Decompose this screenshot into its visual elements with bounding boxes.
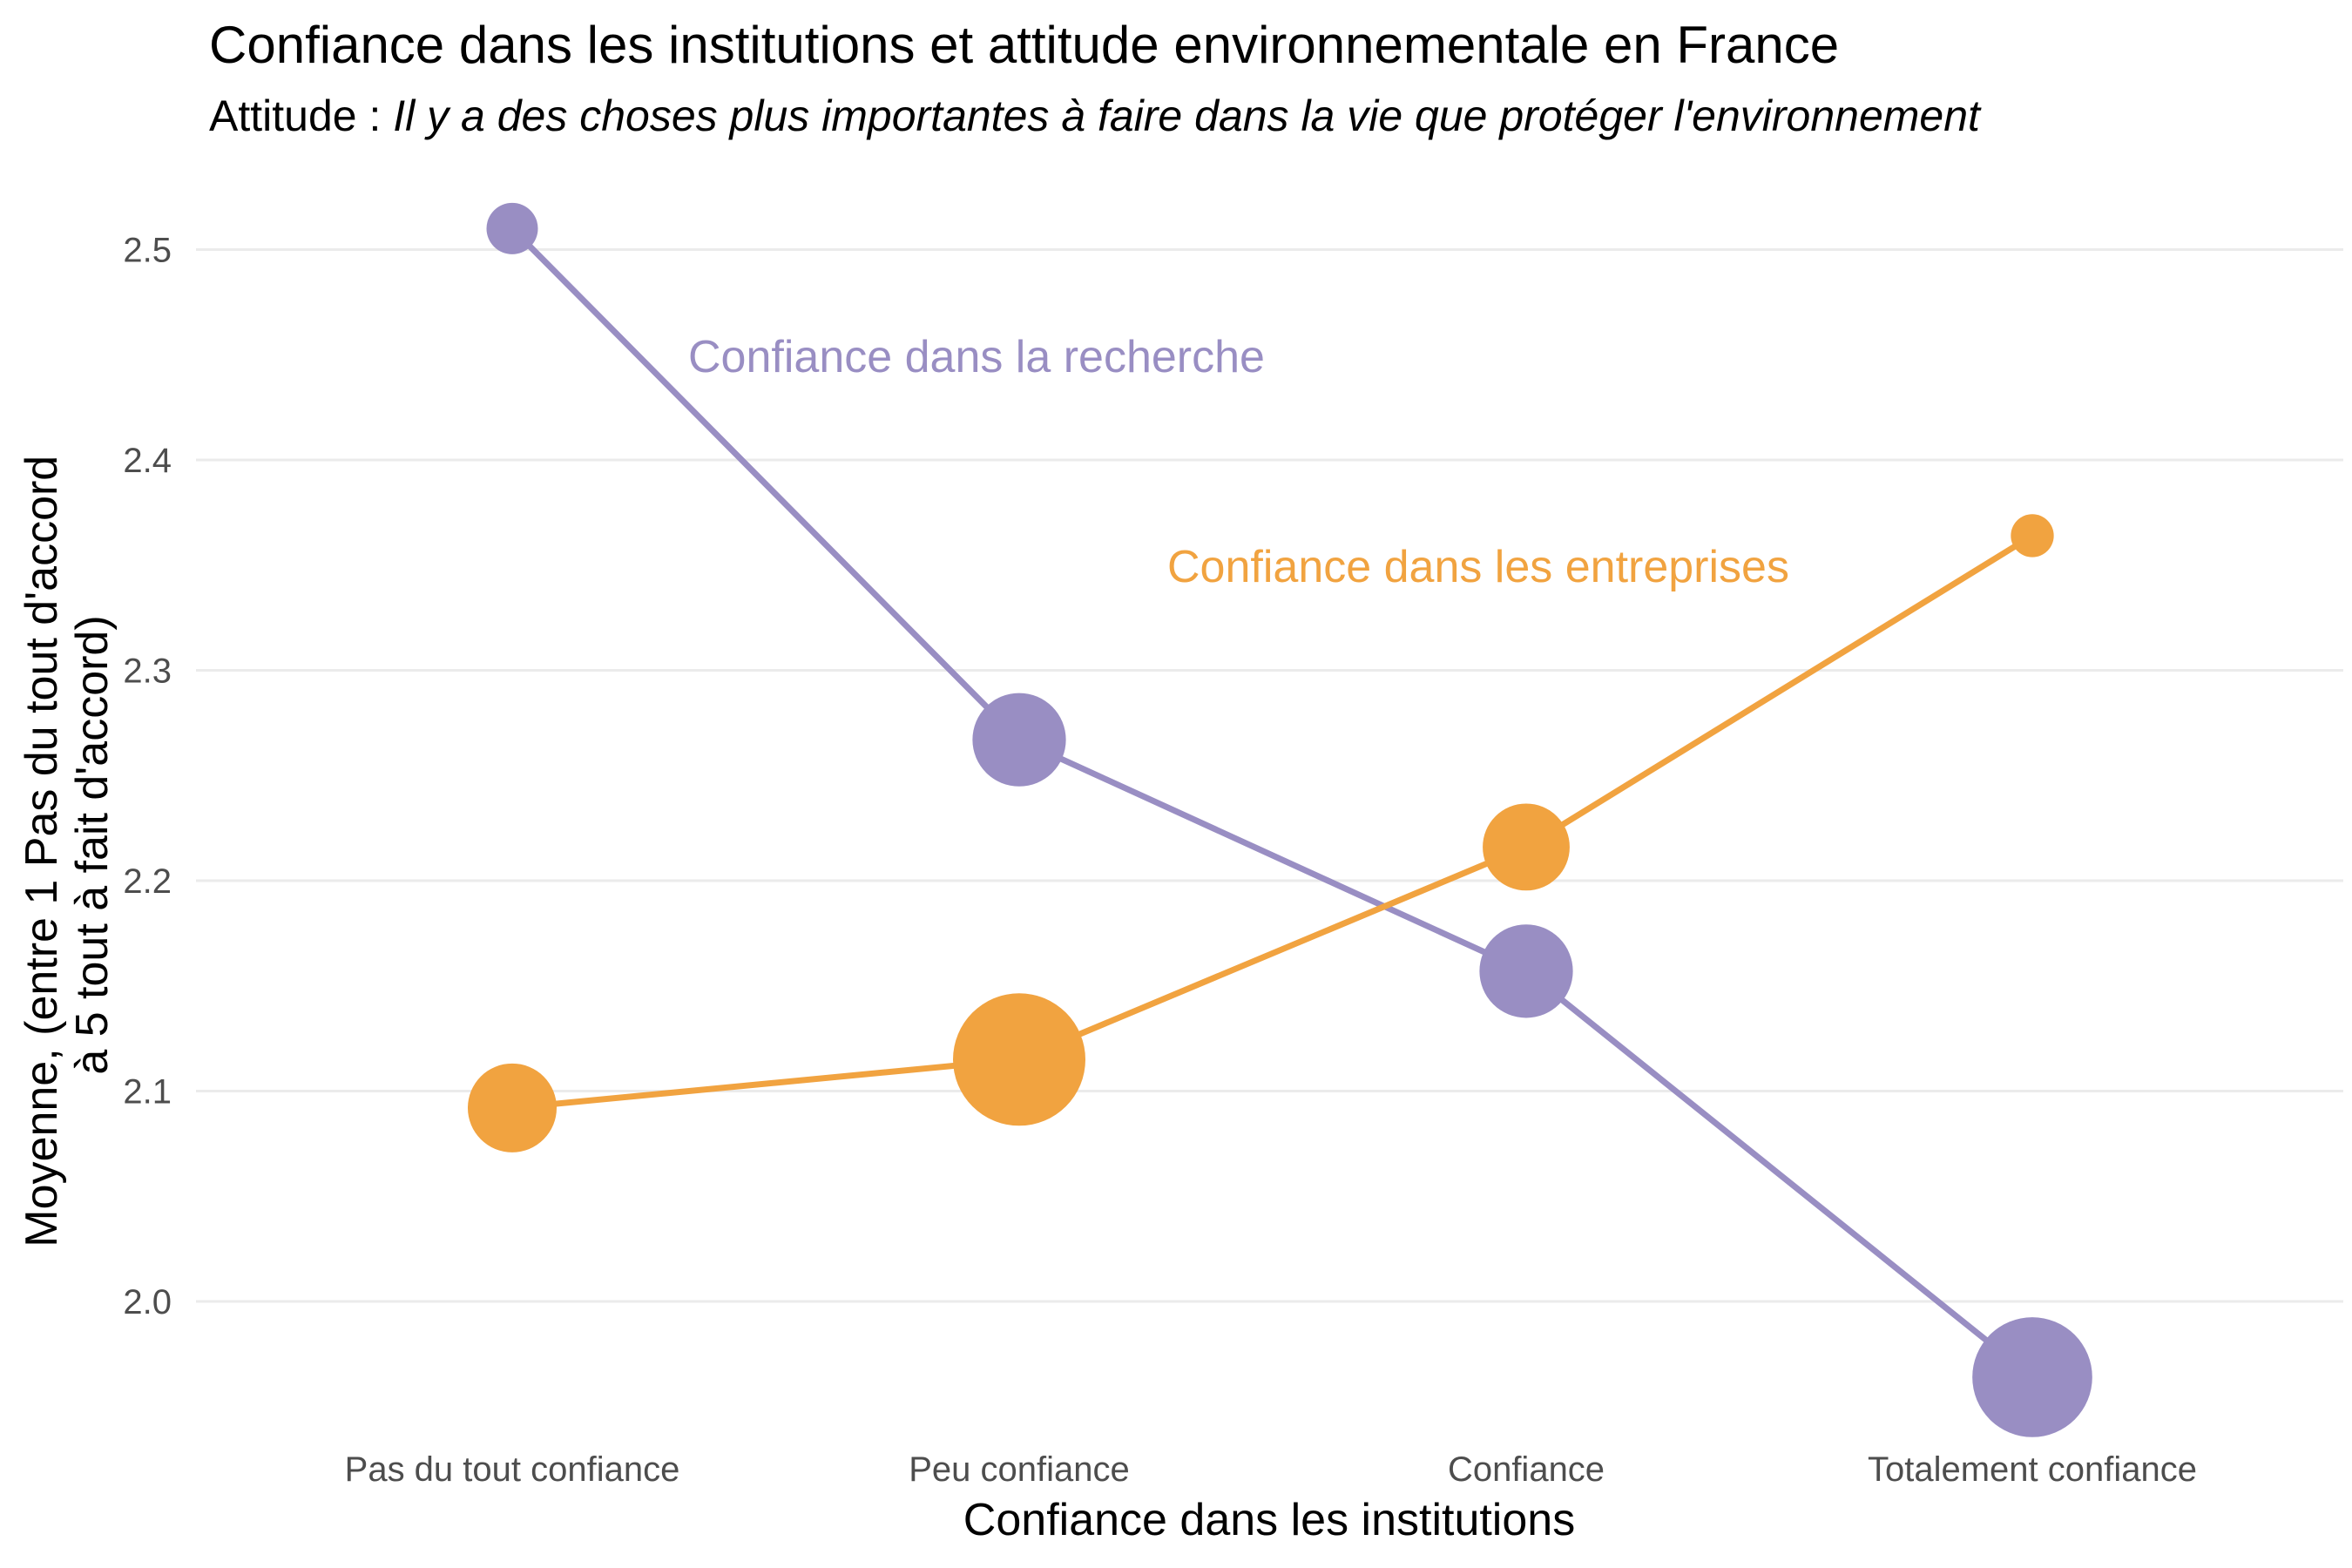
data-point xyxy=(486,202,538,254)
x-axis-title: Confiance dans les institutions xyxy=(963,1495,1575,1545)
y-axis-title-line1: Moyenne, (entre 1 Pas du tout d'accord xyxy=(17,456,67,1247)
data-point xyxy=(1972,1317,2092,1437)
data-point xyxy=(2011,514,2054,558)
data-point xyxy=(972,693,1066,787)
x-tick-labels: Pas du tout confiance Peu confiance Confia… xyxy=(345,1450,2197,1489)
grid-layer xyxy=(196,248,2343,1303)
chart-subtitle-prefix: Attitude : xyxy=(209,91,393,140)
series-line xyxy=(511,532,2034,1112)
y-axis-title-line2: à 5 tout à fait d'accord) xyxy=(67,615,118,1074)
data-point xyxy=(1483,803,1570,891)
series-line xyxy=(510,226,2035,1380)
series-label-entreprises: Confiance dans les entreprises xyxy=(1167,542,1789,592)
x-tick-label: Totalement confiance xyxy=(1868,1450,2197,1489)
chart-title: Confiance dans les institutions et attit… xyxy=(209,16,1839,74)
series-entreprises xyxy=(467,514,2054,1152)
data-point xyxy=(467,1063,558,1152)
x-tick-label: Peu confiance xyxy=(909,1450,1130,1489)
y-tick-label: 2.5 xyxy=(123,232,172,270)
chart-subtitle: Attitude : Il y a des choses plus import… xyxy=(209,91,1982,140)
chart-subtitle-italic: Il y a des choses plus importantes à fai… xyxy=(393,91,1982,140)
y-tick-label: 2.4 xyxy=(123,442,172,480)
series-label-recherche: Confiance dans la recherche xyxy=(688,332,1265,382)
y-axis-title: Moyenne, (entre 1 Pas du tout d'accord à… xyxy=(17,443,118,1247)
y-tick-label: 2.0 xyxy=(123,1283,172,1321)
y-tick-label: 2.3 xyxy=(123,652,172,691)
x-tick-label: Confiance xyxy=(1448,1450,1605,1489)
data-point xyxy=(953,993,1085,1126)
data-point xyxy=(1479,924,1573,1018)
series-recherche xyxy=(486,202,2092,1437)
y-tick-label: 2.2 xyxy=(123,862,172,901)
x-tick-label: Pas du tout confiance xyxy=(345,1450,680,1489)
y-tick-labels: 2.0 2.1 2.2 2.3 2.4 2.5 xyxy=(123,232,172,1322)
series-layer xyxy=(467,202,2092,1437)
y-tick-label: 2.1 xyxy=(123,1073,172,1112)
